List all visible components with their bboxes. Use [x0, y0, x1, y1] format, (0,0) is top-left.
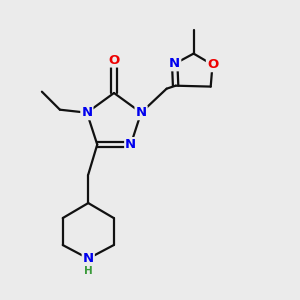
Text: O: O [207, 58, 218, 71]
Text: N: N [136, 106, 147, 119]
Text: N: N [169, 57, 180, 70]
Text: N: N [125, 138, 136, 151]
Text: O: O [108, 53, 120, 67]
Text: N: N [81, 106, 92, 119]
Text: H: H [84, 266, 93, 276]
Text: N: N [83, 252, 94, 265]
